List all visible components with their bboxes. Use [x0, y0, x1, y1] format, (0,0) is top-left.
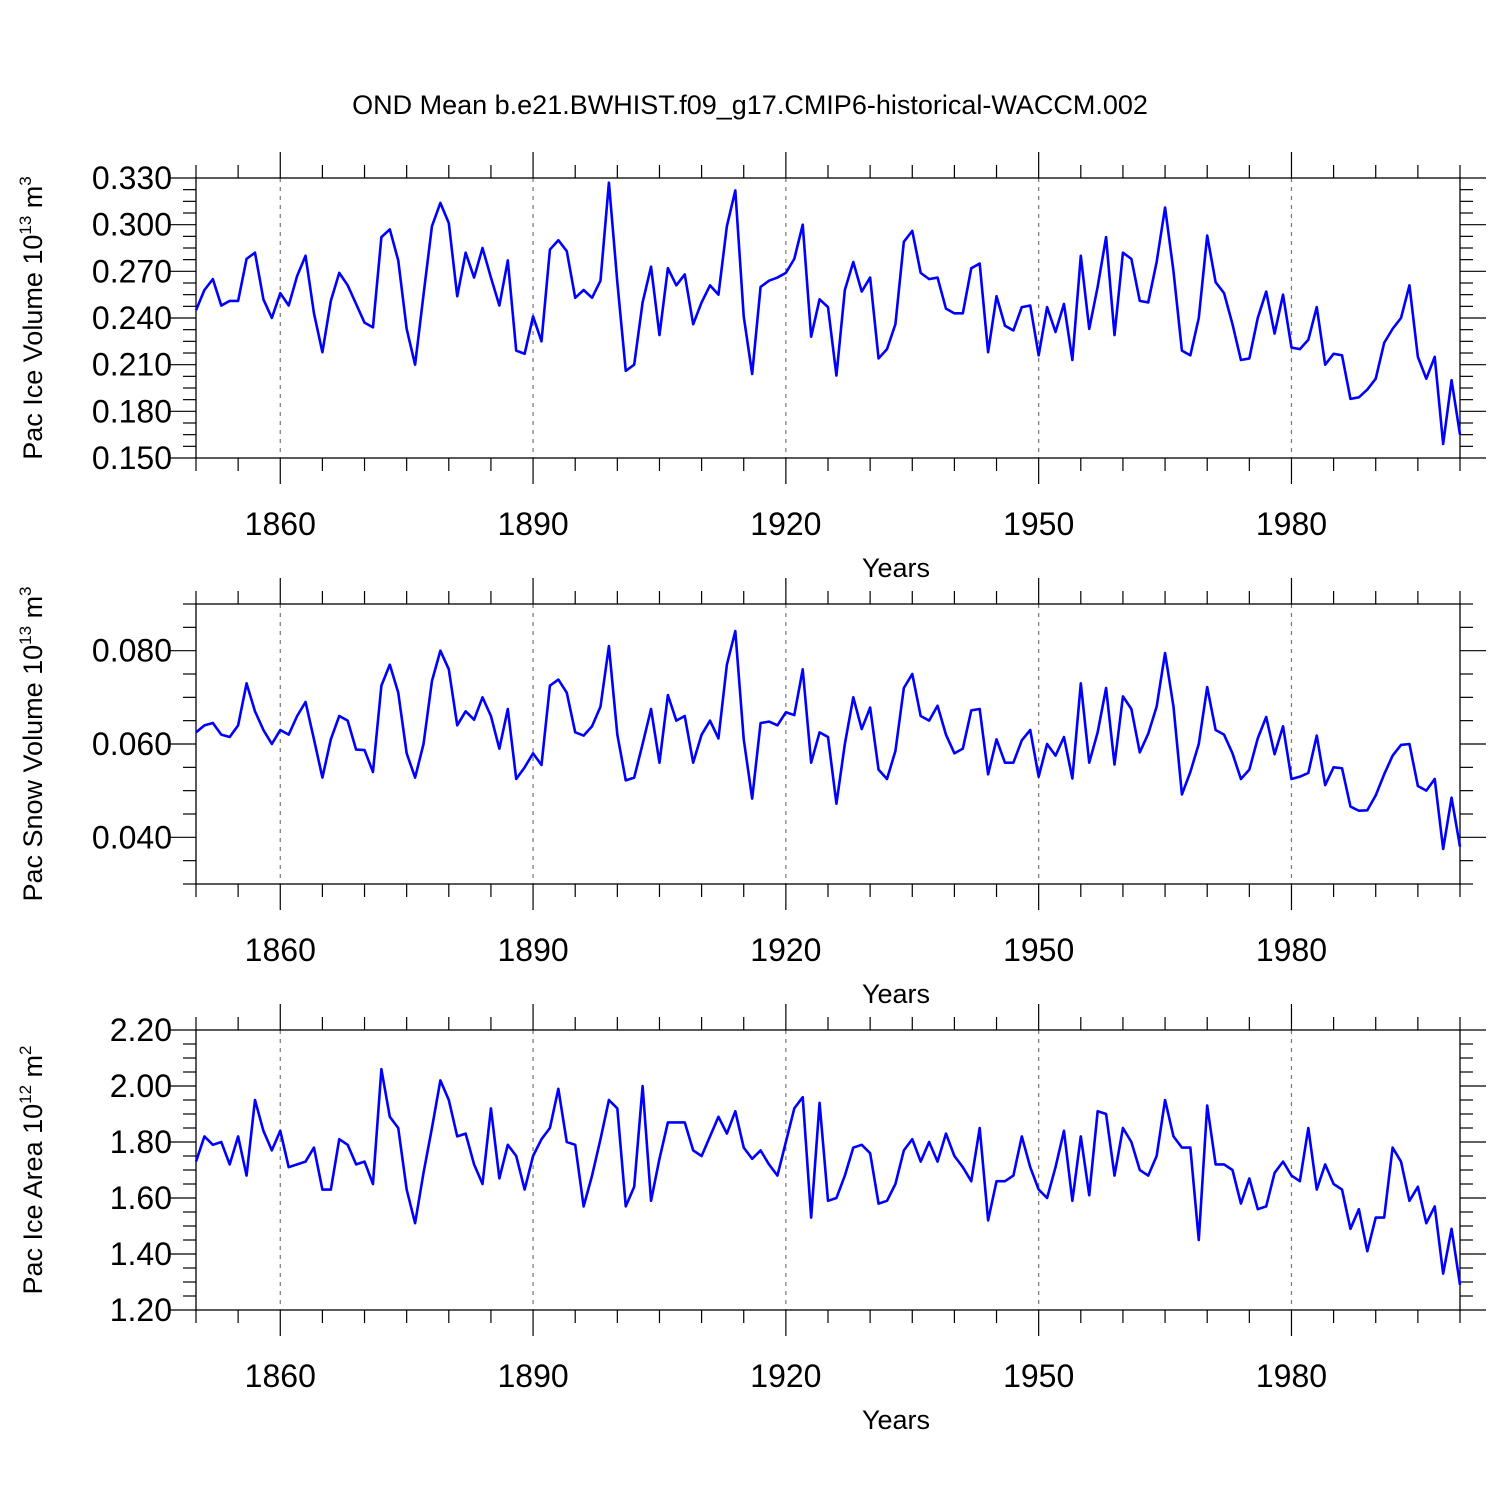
panel-1: 1860 1890 1920 1950 1980 0.150 0.180 0.210 0.240… — [16, 152, 1486, 583]
plot-frame — [195, 603, 1461, 885]
y-tick-label: 0.300 — [92, 207, 172, 243]
x-tick-label: 1860 — [245, 1358, 316, 1394]
x-tick-label: 1980 — [1256, 932, 1327, 968]
y-tick-label: 1.60 — [110, 1180, 172, 1216]
x-axis-label: Years — [862, 553, 930, 583]
series-line — [194, 1067, 1462, 1285]
series-line — [194, 181, 1462, 446]
x-tick-label: 1890 — [497, 932, 568, 968]
y-tick-label: 0.180 — [92, 393, 172, 429]
x-tick-label: 1860 — [245, 932, 316, 968]
y-tick-label: 1.80 — [110, 1124, 172, 1160]
panel-3: 1860 1890 1920 1950 1980 1.20 1.40 1.60 1.80 2.00… — [16, 1004, 1486, 1435]
y-tick-label: 1.20 — [110, 1292, 172, 1328]
y-tick-label: 0.060 — [92, 726, 172, 762]
x-tick-label: 1920 — [750, 1358, 821, 1394]
x-tick-label: 1950 — [1003, 932, 1074, 968]
x-tick-label: 1950 — [1003, 506, 1074, 542]
figure-title: OND Mean b.e21.BWHIST.f09_g17.CMIP6-hist… — [352, 90, 1148, 120]
plot-frame — [195, 1029, 1461, 1311]
x-tick-label: 1980 — [1256, 1358, 1327, 1394]
y-tick-label: 2.20 — [110, 1012, 172, 1048]
x-tick-label: 1980 — [1256, 506, 1327, 542]
y-tick-label: 0.240 — [92, 300, 172, 336]
panel-2: 1860 1890 1920 1950 1980 0.040 0.060 0.080 Years… — [16, 578, 1486, 1009]
y-tick-label: 0.150 — [92, 440, 172, 476]
y-axis-label: Pac Snow Volume 1013 m3 — [16, 586, 48, 901]
series-line — [195, 629, 1462, 851]
x-axis-label: Years — [862, 979, 930, 1009]
x-tick-label: 1950 — [1003, 1358, 1074, 1394]
y-axis-label: Pac Ice Volume 1013 m3 — [16, 176, 48, 460]
x-tick-label: 1920 — [750, 932, 821, 968]
y-tick-label: 0.040 — [92, 819, 172, 855]
x-tick-label: 1920 — [750, 506, 821, 542]
x-tick-label: 1890 — [497, 1358, 568, 1394]
y-tick-label: 0.080 — [92, 633, 172, 669]
plot-frame — [195, 177, 1461, 459]
y-tick-label: 0.270 — [92, 253, 172, 289]
x-tick-label: 1890 — [497, 506, 568, 542]
y-tick-label: 0.210 — [92, 347, 172, 383]
x-axis-label: Years — [862, 1405, 930, 1435]
y-tick-label: 1.40 — [110, 1236, 172, 1272]
y-tick-label: 0.330 — [92, 160, 172, 196]
y-axis-label: Pac Ice Area 1012 m2 — [16, 1045, 48, 1294]
panels: 1860 1890 1920 1950 1980 0.150 0.180 0.210 0.240… — [16, 152, 1486, 1435]
y-tick-label: 2.00 — [110, 1068, 172, 1104]
x-tick-label: 1860 — [245, 506, 316, 542]
